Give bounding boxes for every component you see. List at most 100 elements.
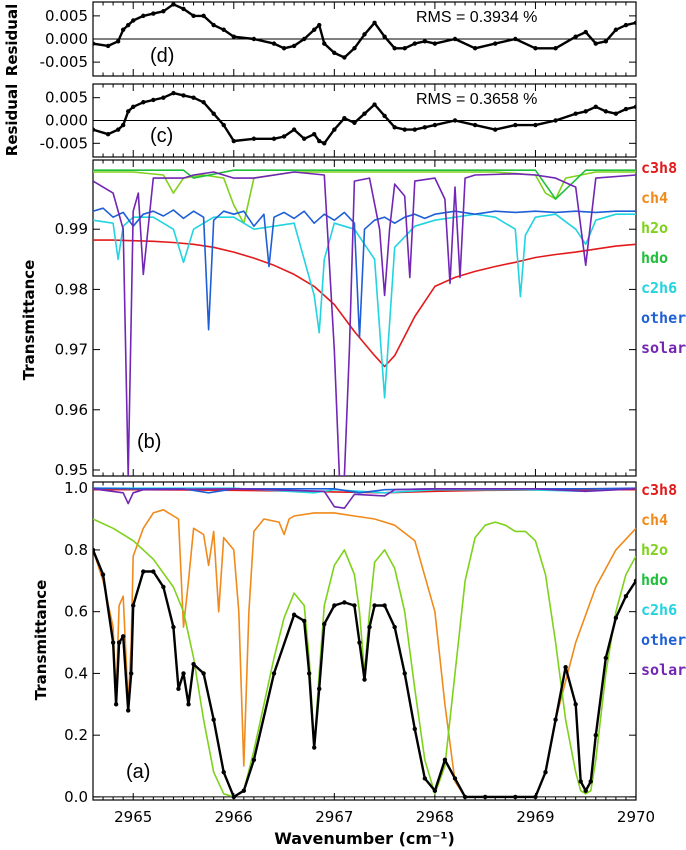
- data-point: [392, 46, 397, 51]
- data-point: [93, 41, 96, 46]
- data-point: [231, 34, 236, 39]
- data-point: [322, 141, 327, 146]
- legend-entry-hdo: hdo: [641, 571, 668, 589]
- data-point: [191, 13, 196, 19]
- data-point: [317, 138, 322, 144]
- x-tick-label: 2966: [215, 808, 253, 826]
- data-point: [131, 104, 136, 110]
- data-point: [171, 2, 176, 7]
- data-point: [125, 109, 131, 114]
- data-point: [563, 665, 568, 670]
- data-point: [553, 717, 558, 722]
- y-tick-label: -0.005: [40, 134, 88, 152]
- x-tick-label: 2968: [416, 808, 454, 826]
- data-point: [362, 32, 367, 37]
- y-tick-label: 0.95: [55, 461, 88, 479]
- y-axis-label: Residual: [3, 4, 21, 76]
- legend-entry-h2o: h2o: [641, 541, 668, 559]
- data-point: [493, 41, 498, 46]
- data-point: [613, 27, 619, 32]
- data-point: [271, 41, 277, 46]
- data-point: [412, 127, 417, 132]
- data-point: [93, 547, 96, 553]
- y-axis-label: Transmittance: [32, 580, 50, 701]
- y-tick-label: 0.97: [55, 341, 88, 359]
- data-point: [332, 603, 337, 608]
- data-point: [110, 640, 116, 645]
- data-point: [312, 745, 317, 750]
- data-point: [623, 106, 629, 112]
- data-point: [493, 127, 498, 132]
- data-point: [603, 39, 609, 44]
- data-point: [402, 127, 407, 132]
- data-point: [412, 726, 417, 732]
- rms-annotation: RMS = 0.3658 %: [416, 91, 537, 108]
- legend-entry-solar: solar: [641, 339, 686, 357]
- data-point: [141, 100, 146, 105]
- data-point: [573, 34, 578, 39]
- data-point: [116, 640, 122, 645]
- data-point: [176, 686, 181, 692]
- data-point: [603, 655, 609, 661]
- series-line: [93, 91, 636, 145]
- data-point: [578, 779, 583, 784]
- data-point: [312, 131, 317, 137]
- x-tick-label: 2969: [516, 808, 554, 826]
- data-point: [553, 46, 558, 51]
- data-point: [181, 671, 186, 676]
- data-point: [623, 22, 629, 28]
- plot-frame: [92, 159, 637, 477]
- data-point: [553, 118, 558, 123]
- series-line-c3h8: [93, 239, 636, 368]
- data-point: [472, 122, 478, 128]
- data-point: [251, 757, 257, 763]
- data-point: [181, 6, 186, 12]
- data-point: [583, 788, 588, 793]
- data-point: [291, 127, 297, 132]
- data-point: [452, 776, 458, 781]
- data-point: [613, 615, 619, 621]
- data-point: [422, 125, 428, 130]
- data-point: [362, 677, 367, 682]
- data-point: [231, 794, 236, 800]
- data-point: [422, 776, 428, 781]
- legend-entry-ch4: ch4: [641, 511, 668, 529]
- data-point: [513, 122, 518, 128]
- data-point: [281, 134, 287, 139]
- data-point: [120, 634, 126, 639]
- data-point: [573, 111, 578, 116]
- data-point: [100, 572, 106, 577]
- data-point: [543, 770, 548, 775]
- data-point: [593, 732, 598, 738]
- y-tick-label: 0.2: [64, 726, 88, 744]
- data-point: [281, 46, 287, 51]
- data-point: [211, 717, 216, 722]
- panel-label: (c): [150, 125, 173, 147]
- data-point: [131, 18, 136, 23]
- y-tick-label: 0.000: [45, 30, 88, 48]
- data-point: [422, 39, 428, 44]
- data-point: [357, 640, 362, 645]
- data-point: [129, 671, 134, 676]
- data-point: [593, 41, 598, 46]
- data-point: [120, 27, 126, 32]
- panel-a: 0.0 0.2 0.4 0.6 0.8 1.0 (a) Transmittance c3h8 ch…: [32, 479, 686, 848]
- panel-label: (a): [126, 761, 150, 783]
- data-point: [392, 624, 397, 630]
- data-point: [312, 27, 317, 32]
- legend-entry-h2o: h2o: [641, 219, 668, 237]
- data-point: [241, 788, 247, 793]
- data-point: [593, 104, 598, 110]
- data-point: [623, 594, 629, 599]
- data-point: [301, 136, 307, 141]
- data-point: [105, 131, 111, 137]
- series-line-h2o: [93, 171, 636, 224]
- data-point: [342, 116, 347, 121]
- panel-b: 0.95 0.96 0.97 0.98 0.99 (b) Transmittance c3h8…: [20, 159, 686, 479]
- data-point: [452, 118, 458, 123]
- data-point: [251, 36, 257, 42]
- data-point: [588, 779, 593, 784]
- data-point: [382, 34, 387, 39]
- data-point: [372, 20, 377, 26]
- data-point: [352, 603, 357, 608]
